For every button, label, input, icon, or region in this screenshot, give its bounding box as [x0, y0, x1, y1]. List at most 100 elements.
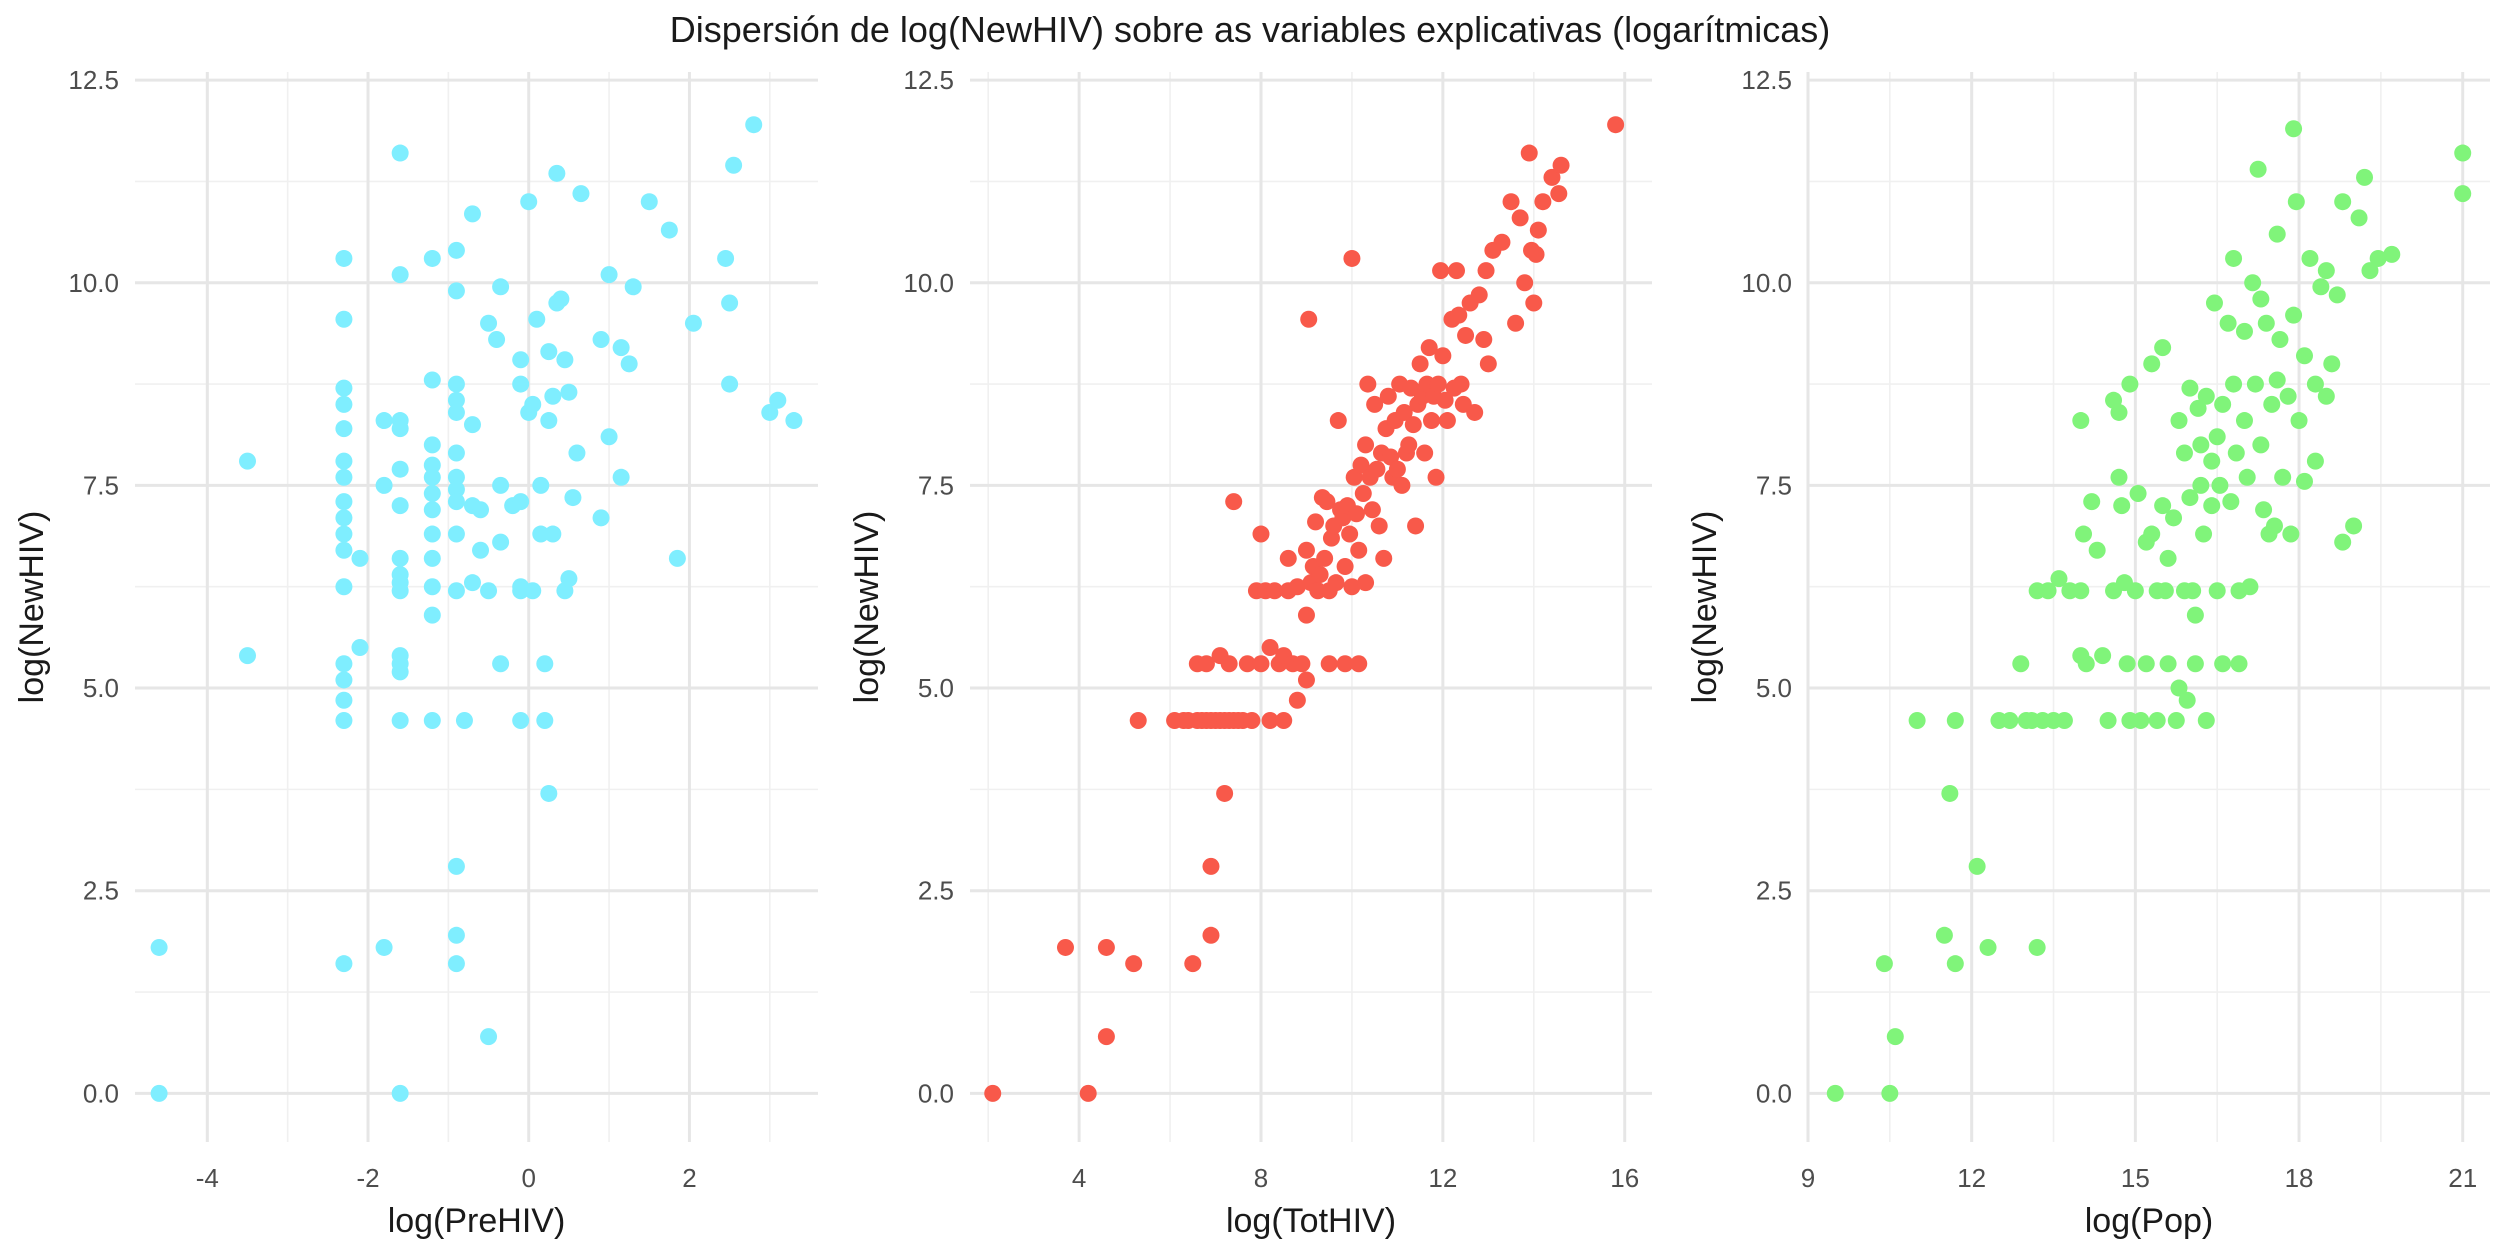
data-point	[2132, 711, 2150, 729]
data-point	[2197, 387, 2215, 405]
data-point	[1935, 926, 1953, 944]
data-point	[1477, 262, 1495, 280]
data-point	[2181, 379, 2199, 397]
data-point	[1329, 412, 1347, 430]
data-point	[492, 533, 510, 551]
data-point	[375, 476, 393, 494]
data-point	[335, 249, 353, 267]
data-point	[2039, 582, 2057, 600]
data-point	[1357, 436, 1375, 454]
data-point	[375, 938, 393, 956]
data-point	[532, 476, 550, 494]
data-point	[1216, 784, 1234, 802]
data-point	[1359, 375, 1377, 393]
data-point	[620, 355, 638, 373]
data-point	[335, 420, 353, 438]
data-point	[2184, 582, 2202, 600]
data-point	[2126, 582, 2144, 600]
x-tick-label: 15	[2121, 1163, 2150, 1193]
data-point	[335, 711, 353, 729]
data-point	[540, 784, 558, 802]
data-point	[1457, 326, 1475, 344]
data-point	[1379, 387, 1397, 405]
data-point	[423, 436, 441, 454]
data-point	[1436, 391, 1454, 409]
data-point	[1354, 485, 1372, 503]
data-point	[1420, 339, 1438, 357]
data-point	[1416, 444, 1434, 462]
data-point	[536, 655, 554, 673]
data-point	[1266, 582, 1284, 600]
data-point	[1363, 501, 1381, 519]
data-point	[1368, 460, 1386, 478]
data-point	[480, 1028, 498, 1046]
data-point	[1434, 347, 1452, 365]
data-point	[2156, 582, 2174, 600]
data-point	[335, 691, 353, 709]
data-points	[1826, 120, 2472, 1102]
data-point	[2383, 245, 2401, 263]
data-point	[2317, 387, 2335, 405]
data-point	[351, 639, 369, 657]
data-point	[455, 711, 473, 729]
data-point	[1125, 955, 1143, 973]
data-point	[150, 1084, 168, 1102]
y-tick-label: 7.5	[83, 470, 119, 500]
y-tick-label: 0.0	[83, 1078, 119, 1108]
data-point	[335, 395, 353, 413]
data-point	[1543, 168, 1561, 186]
data-point	[2345, 517, 2363, 535]
data-point	[1407, 517, 1425, 535]
data-point	[1056, 938, 1074, 956]
data-point	[2241, 578, 2259, 596]
data-point	[423, 501, 441, 519]
data-point	[1432, 262, 1450, 280]
data-point	[391, 460, 409, 478]
data-point	[335, 310, 353, 328]
data-point	[391, 497, 409, 515]
data-point	[2001, 711, 2019, 729]
data-point	[1316, 549, 1334, 567]
data-point	[1288, 578, 1306, 596]
data-point	[1097, 938, 1115, 956]
y-tick-label: 0.0	[1756, 1078, 1792, 1108]
data-point	[391, 420, 409, 438]
data-point	[1875, 955, 1893, 973]
data-point	[717, 249, 735, 267]
data-point	[2181, 489, 2199, 507]
data-point	[1366, 395, 1384, 413]
data-point	[520, 193, 538, 211]
x-tick-label: -2	[356, 1163, 379, 1193]
data-point	[2094, 647, 2112, 665]
data-point	[335, 468, 353, 486]
data-point	[1318, 493, 1336, 511]
data-point	[423, 371, 441, 389]
data-point	[1452, 375, 1470, 393]
data-point	[447, 282, 465, 300]
data-point	[2208, 428, 2226, 446]
data-point	[447, 391, 465, 409]
data-point	[1293, 655, 1311, 673]
data-point	[1395, 403, 1413, 421]
data-point	[2246, 375, 2264, 393]
data-point	[391, 1084, 409, 1102]
y-tick-label: 5.0	[918, 673, 954, 703]
data-point	[1336, 655, 1354, 673]
data-point	[512, 493, 530, 511]
data-point	[1429, 375, 1447, 393]
data-point	[1197, 655, 1215, 673]
data-point	[1422, 412, 1440, 430]
data-point	[524, 582, 542, 600]
data-point	[2285, 120, 2303, 138]
data-point	[2072, 582, 2090, 600]
data-point	[1297, 541, 1315, 559]
data-point	[612, 468, 630, 486]
y-tick-label: 10.0	[903, 268, 954, 298]
x-axis-title: log(Pop)	[2085, 1202, 2214, 1240]
data-point	[2356, 168, 2374, 186]
data-point	[1534, 193, 1552, 211]
data-point	[2249, 160, 2267, 178]
data-point	[640, 193, 658, 211]
data-point	[423, 525, 441, 543]
